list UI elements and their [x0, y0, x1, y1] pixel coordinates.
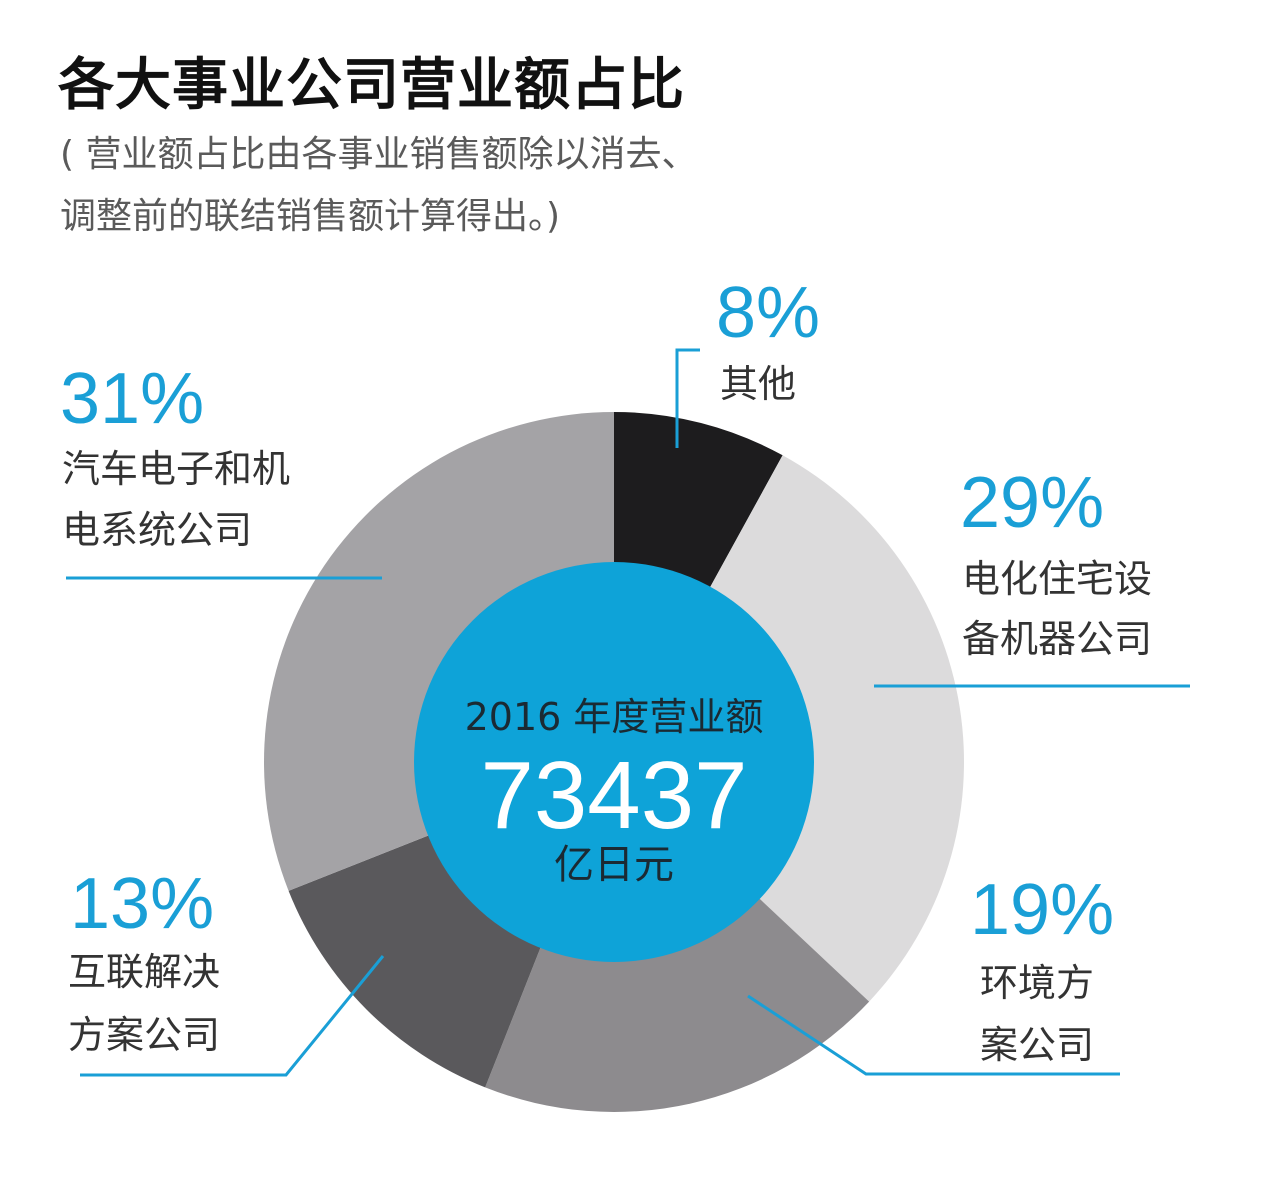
pct-label-eco: 19%: [970, 870, 1114, 950]
leader-line-other: [675, 348, 700, 448]
leader-line-eco: [747, 994, 1120, 1076]
leader-line-connected: [80, 955, 385, 1077]
slice-label-connected-2: 方案公司: [68, 1013, 220, 1057]
slice-label-appliance-2: 备机器公司: [962, 617, 1152, 661]
subtitle-line-2: 调整前的联结销售额计算得出。): [60, 196, 561, 237]
pct-label-other: 8%: [716, 273, 820, 353]
slice-label-connected-1: 互联解决: [68, 950, 220, 994]
slice-label-automotive-1: 汽车电子和机: [62, 447, 290, 491]
pct-label-automotive: 31%: [60, 359, 204, 439]
pct-label-appliance: 29%: [960, 463, 1104, 543]
chart-subtitle: ( 营业额占比由各事业销售额除以消去、 调整前的联结销售额计算得出。): [60, 124, 880, 248]
center-unit-label: 亿日元: [554, 842, 674, 888]
subtitle-line-1: ( 营业额占比由各事业销售额除以消去、: [60, 134, 698, 175]
pct-label-connected: 13%: [70, 864, 214, 944]
center-disc: [414, 562, 814, 962]
chart-title: 各大事业公司营业额占比: [58, 53, 685, 118]
slice-label-appliance-1: 电化住宅设: [962, 557, 1152, 601]
slice-label-automotive-2: 电系统公司: [62, 508, 252, 552]
slice-label-eco-1: 环境方: [980, 961, 1094, 1005]
slice-label-other-1: 其他: [720, 362, 796, 406]
center-year-label: 2016 年度营业额: [465, 695, 764, 739]
center-total-value: 73437: [481, 742, 748, 849]
slice-label-eco-2: 案公司: [980, 1023, 1094, 1067]
